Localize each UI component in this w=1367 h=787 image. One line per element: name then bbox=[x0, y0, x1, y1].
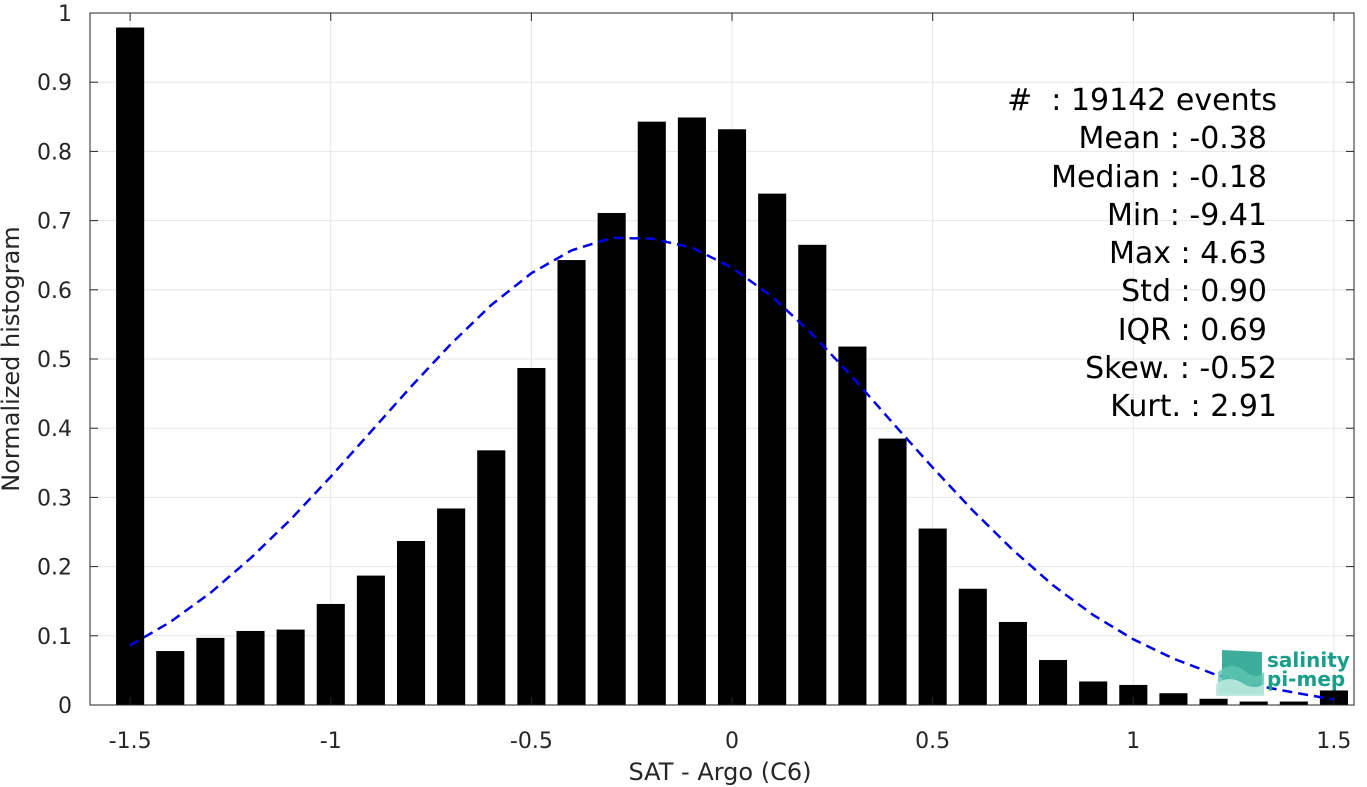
histogram-bar bbox=[637, 121, 666, 706]
x-tick-label: 0.5 bbox=[915, 729, 950, 754]
salinity-pimep-logo: salinity pi-mep bbox=[1216, 648, 1350, 696]
histogram-bar bbox=[1159, 693, 1188, 705]
histogram-bar bbox=[276, 629, 305, 705]
x-axis-title: SAT - Argo (C6) bbox=[629, 758, 812, 786]
y-tick-label: 0.6 bbox=[37, 279, 72, 304]
x-tick-label: -0.5 bbox=[510, 729, 553, 754]
axis-ticks: -1.5 -1 -0.5 0 0.5 1 1.5 0 0.1 0.2 0.3 0.4 0.5 0.6 0.7… bbox=[37, 2, 1354, 754]
stats-min: Min : -9.41 bbox=[1107, 198, 1267, 233]
y-tick-label: 0.5 bbox=[37, 348, 72, 373]
y-tick-label: 0.2 bbox=[37, 556, 72, 581]
x-tick-label: -1 bbox=[320, 729, 342, 754]
stats-events: # : 19142 events bbox=[1007, 83, 1277, 118]
histogram-bar bbox=[356, 575, 385, 705]
histogram-bar bbox=[998, 621, 1027, 705]
histogram-bar bbox=[1119, 684, 1148, 705]
histogram-bar bbox=[1039, 660, 1068, 705]
stats-max: Max : 4.63 bbox=[1109, 236, 1267, 271]
histogram-bar bbox=[1279, 701, 1308, 705]
histogram-bar bbox=[1199, 698, 1228, 705]
stats-mean: Mean : -0.38 bbox=[1078, 121, 1267, 156]
logo-line-2: pi-mep bbox=[1267, 667, 1345, 691]
y-tick-label: 0.9 bbox=[37, 71, 72, 96]
logo-line-1: salinity bbox=[1267, 648, 1350, 672]
histogram-bar bbox=[758, 193, 787, 705]
histogram-bar bbox=[677, 117, 706, 705]
histogram-bar bbox=[196, 637, 225, 705]
stats-std: Std : 0.90 bbox=[1121, 274, 1267, 309]
histogram-bar bbox=[838, 346, 867, 705]
histogram-bar bbox=[597, 212, 626, 705]
stats-median: Median : -0.18 bbox=[1051, 160, 1267, 195]
histogram-bar bbox=[878, 438, 907, 705]
histogram-bars bbox=[116, 27, 1348, 706]
y-tick-label: 0.7 bbox=[37, 210, 72, 235]
wave-logo-icon bbox=[1216, 650, 1264, 696]
histogram-bar bbox=[236, 630, 265, 705]
y-tick-label: 0.1 bbox=[37, 625, 72, 650]
y-tick-label: 0.8 bbox=[37, 140, 72, 165]
histogram-bar bbox=[116, 27, 145, 706]
y-tick-label: 1 bbox=[58, 2, 72, 27]
y-tick-label: 0 bbox=[58, 694, 72, 719]
stats-skew: Skew. : -0.52 bbox=[1085, 351, 1277, 386]
histogram-bar bbox=[477, 450, 506, 705]
stats-iqr: IQR : 0.69 bbox=[1118, 313, 1267, 348]
histogram-bar bbox=[396, 540, 426, 705]
histogram-bar bbox=[1239, 701, 1268, 705]
normal-fit-curve bbox=[129, 236, 1335, 701]
histogram-bar bbox=[557, 260, 586, 705]
histogram-bar bbox=[437, 508, 466, 705]
histogram-bar bbox=[517, 367, 546, 705]
x-tick-label: 1.5 bbox=[1316, 729, 1351, 754]
x-tick-label: 0 bbox=[725, 729, 739, 754]
histogram-bar bbox=[798, 244, 827, 705]
x-tick-label: 1 bbox=[1126, 729, 1140, 754]
stats-kurt: Kurt. : 2.91 bbox=[1110, 389, 1277, 424]
histogram-bar bbox=[1079, 681, 1108, 705]
y-axis-title: Normalized histogram bbox=[0, 226, 25, 491]
x-tick-label: -1.5 bbox=[109, 729, 152, 754]
histogram-bar bbox=[156, 651, 185, 705]
stats-box: # : 19142 events Mean : -0.38 Median : -… bbox=[1007, 83, 1277, 424]
histogram-bar bbox=[316, 603, 345, 705]
y-tick-label: 0.4 bbox=[37, 417, 72, 442]
histogram-bar bbox=[918, 528, 947, 705]
histogram-bar bbox=[717, 129, 747, 706]
histogram-bar bbox=[958, 588, 987, 705]
y-tick-label: 0.3 bbox=[37, 486, 72, 511]
